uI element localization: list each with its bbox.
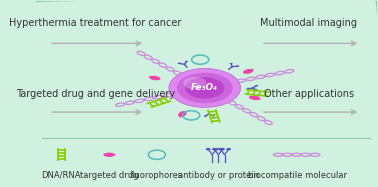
Circle shape	[214, 148, 219, 151]
Ellipse shape	[185, 61, 188, 62]
Ellipse shape	[255, 85, 258, 86]
Text: Multimodal imaging: Multimodal imaging	[260, 18, 358, 28]
Ellipse shape	[204, 116, 207, 117]
Text: Fe₃O₄: Fe₃O₄	[191, 83, 218, 92]
Circle shape	[212, 148, 217, 151]
Polygon shape	[149, 77, 156, 79]
Text: biocompatile molecular: biocompatile molecular	[248, 171, 347, 180]
Ellipse shape	[178, 63, 181, 64]
Circle shape	[169, 68, 241, 107]
Text: Other applications: Other applications	[264, 88, 354, 99]
Circle shape	[226, 148, 231, 151]
Circle shape	[185, 77, 225, 99]
Ellipse shape	[255, 90, 258, 91]
Ellipse shape	[212, 115, 215, 117]
Text: targeted drug: targeted drug	[80, 171, 138, 180]
Polygon shape	[180, 114, 184, 117]
Polygon shape	[254, 96, 260, 99]
Ellipse shape	[249, 96, 260, 100]
Circle shape	[206, 148, 211, 151]
Polygon shape	[109, 154, 115, 156]
Ellipse shape	[236, 65, 239, 67]
Text: DNA/RNA: DNA/RNA	[42, 171, 81, 180]
Circle shape	[183, 77, 206, 89]
Circle shape	[220, 148, 225, 151]
Ellipse shape	[103, 153, 115, 157]
Text: Targeted drug and gene delivery: Targeted drug and gene delivery	[16, 88, 175, 99]
Circle shape	[177, 73, 233, 103]
Circle shape	[218, 148, 223, 151]
Ellipse shape	[178, 111, 187, 117]
Polygon shape	[247, 70, 253, 73]
Ellipse shape	[229, 63, 233, 64]
Text: antibody or protein: antibody or protein	[178, 171, 259, 180]
Text: Hyperthermia treatment for cancer: Hyperthermia treatment for cancer	[9, 18, 181, 28]
Ellipse shape	[243, 69, 253, 74]
Text: fluorophores: fluorophores	[130, 171, 184, 180]
Ellipse shape	[149, 76, 161, 80]
